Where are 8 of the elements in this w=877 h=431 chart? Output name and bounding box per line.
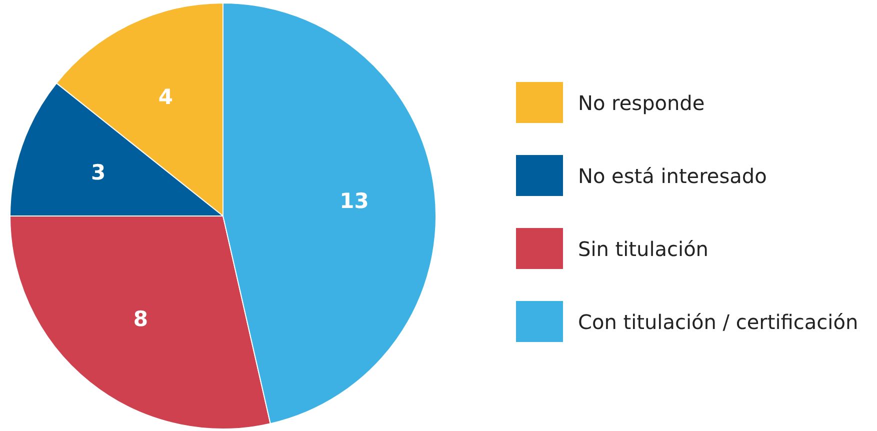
legend-label: No está interesado	[578, 164, 767, 188]
data-label: 8	[133, 307, 148, 332]
legend-label: Con titulación / certificación	[578, 310, 858, 334]
legend-label: No responde	[578, 91, 705, 115]
data-label: 3	[91, 160, 106, 184]
legend-label: Sin titulación	[578, 237, 708, 261]
data-label: 4	[158, 85, 174, 110]
data-label: 13	[340, 189, 369, 214]
